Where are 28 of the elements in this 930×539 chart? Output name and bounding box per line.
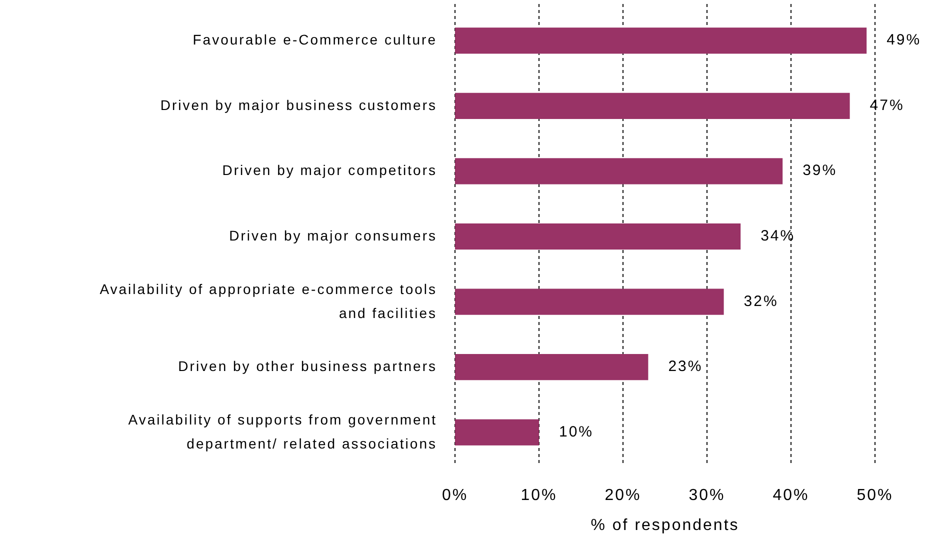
x-tick-label: 0% — [442, 487, 468, 504]
y-tick-label: Driven by major business customers — [160, 96, 437, 113]
y-tick-label: Availability of supports from government department/ related associations — [128, 411, 437, 452]
y-tick-label: Driven by major consumers — [229, 227, 437, 244]
data-label: 49% — [886, 32, 922, 49]
bar — [455, 419, 539, 446]
data-label: 39% — [802, 162, 838, 180]
y-tick-label: Favourable e-Commerce culture — [192, 31, 437, 48]
data-label: 47% — [870, 96, 904, 114]
x-tick-label: 50% — [856, 487, 894, 504]
x-tick-label: 30% — [688, 487, 726, 504]
bar — [455, 158, 783, 184]
x-tick-label: 20% — [604, 487, 642, 504]
bar — [455, 223, 741, 250]
data-label: 34% — [760, 227, 796, 244]
y-tick-label: Driven by major competitors — [222, 162, 437, 178]
y-tick-label: Driven by other business partners — [178, 358, 437, 374]
bar — [455, 288, 724, 315]
data-label: 10% — [559, 423, 594, 440]
x-axis-title: % of respondents — [590, 517, 740, 534]
data-label: 32% — [744, 292, 778, 310]
bar — [455, 354, 648, 380]
bar — [455, 28, 867, 54]
x-tick-label: 10% — [520, 487, 558, 504]
bar — [455, 92, 850, 119]
y-tick-label: Availability of appropriate e-commerce tools and facilities — [100, 280, 437, 320]
data-label: 23% — [668, 358, 703, 376]
x-tick-label: 40% — [772, 487, 810, 504]
